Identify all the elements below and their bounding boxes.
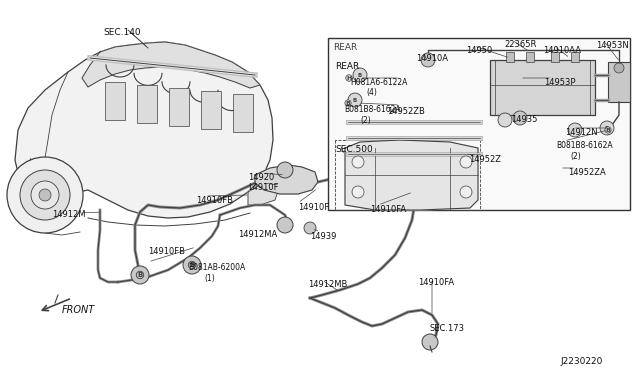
Polygon shape: [82, 42, 260, 88]
Text: 14910FB: 14910FB: [196, 196, 233, 205]
Circle shape: [405, 182, 425, 202]
Polygon shape: [345, 140, 478, 210]
Circle shape: [277, 217, 293, 233]
Polygon shape: [248, 180, 280, 205]
Text: SEC.500: SEC.500: [335, 145, 372, 154]
Text: 14939: 14939: [310, 232, 337, 241]
Text: (4): (4): [366, 88, 377, 97]
Circle shape: [513, 111, 527, 125]
Text: 14912N: 14912N: [565, 128, 598, 137]
Text: B: B: [605, 128, 611, 132]
Text: 14910FA: 14910FA: [370, 205, 406, 214]
Circle shape: [410, 187, 420, 197]
Bar: [137, 85, 157, 123]
Text: H: H: [346, 76, 351, 80]
Bar: [571, 52, 579, 62]
Polygon shape: [255, 165, 318, 194]
Text: 14912MB: 14912MB: [308, 280, 348, 289]
Bar: [328, 38, 630, 210]
Text: B: B: [346, 100, 351, 106]
Text: FRONT: FRONT: [62, 305, 95, 315]
Bar: [233, 94, 253, 132]
Text: 14910F: 14910F: [298, 203, 329, 212]
Text: B: B: [358, 73, 362, 77]
Text: 14953N: 14953N: [596, 41, 628, 50]
Circle shape: [498, 113, 512, 127]
Bar: [201, 91, 221, 129]
Text: (2): (2): [360, 116, 371, 125]
Circle shape: [352, 186, 364, 198]
Text: 14952ZB: 14952ZB: [387, 107, 425, 116]
Bar: [490, 60, 595, 115]
Text: 14953P: 14953P: [544, 78, 575, 87]
Text: 14912MA: 14912MA: [238, 230, 277, 239]
Circle shape: [352, 156, 364, 168]
Circle shape: [421, 53, 435, 67]
Text: L4910F: L4910F: [248, 183, 278, 192]
Text: 14910AA: 14910AA: [543, 46, 581, 55]
Circle shape: [304, 222, 316, 234]
Circle shape: [277, 162, 293, 178]
Circle shape: [568, 123, 582, 137]
Text: 14950: 14950: [466, 46, 492, 55]
Text: 14910FA: 14910FA: [418, 278, 454, 287]
Text: 14910FB: 14910FB: [148, 247, 185, 256]
Bar: [105, 82, 125, 120]
Text: B: B: [605, 125, 609, 131]
Circle shape: [131, 266, 149, 284]
Text: J2230220: J2230220: [560, 357, 602, 366]
Text: H081A6-6122A: H081A6-6122A: [350, 78, 408, 87]
Circle shape: [460, 156, 472, 168]
Bar: [551, 52, 559, 62]
Bar: [526, 52, 534, 62]
Circle shape: [183, 256, 201, 274]
Bar: [169, 88, 189, 126]
Circle shape: [422, 334, 438, 350]
Text: B: B: [138, 272, 143, 278]
Text: (2): (2): [570, 152, 580, 161]
Bar: [506, 52, 514, 62]
Text: 14952ZA: 14952ZA: [568, 168, 605, 177]
Text: 14952Z: 14952Z: [469, 155, 501, 164]
Bar: [608, 62, 630, 102]
Polygon shape: [15, 42, 273, 218]
Circle shape: [20, 170, 70, 220]
Circle shape: [348, 93, 362, 107]
Circle shape: [614, 63, 624, 73]
Text: B081AB-6200A: B081AB-6200A: [188, 263, 245, 272]
Text: SEC.140: SEC.140: [103, 28, 141, 37]
Circle shape: [31, 181, 59, 209]
Text: REAR: REAR: [333, 43, 357, 52]
Text: 14912M: 14912M: [52, 210, 86, 219]
Text: SEC.173: SEC.173: [430, 324, 465, 333]
Circle shape: [460, 186, 472, 198]
Circle shape: [39, 189, 51, 201]
Text: B081B8-6162A: B081B8-6162A: [344, 105, 401, 114]
Circle shape: [7, 157, 83, 233]
Text: B081B8-6162A: B081B8-6162A: [556, 141, 612, 150]
Text: B: B: [353, 97, 357, 103]
Text: REAR: REAR: [335, 62, 359, 71]
Text: (1): (1): [204, 274, 215, 283]
Circle shape: [353, 68, 367, 82]
Circle shape: [600, 121, 614, 135]
Text: B: B: [189, 262, 195, 268]
Text: 22365R: 22365R: [504, 40, 536, 49]
Text: 14910A: 14910A: [416, 54, 448, 63]
Text: 14935: 14935: [511, 115, 538, 124]
Text: 14920: 14920: [248, 173, 275, 182]
